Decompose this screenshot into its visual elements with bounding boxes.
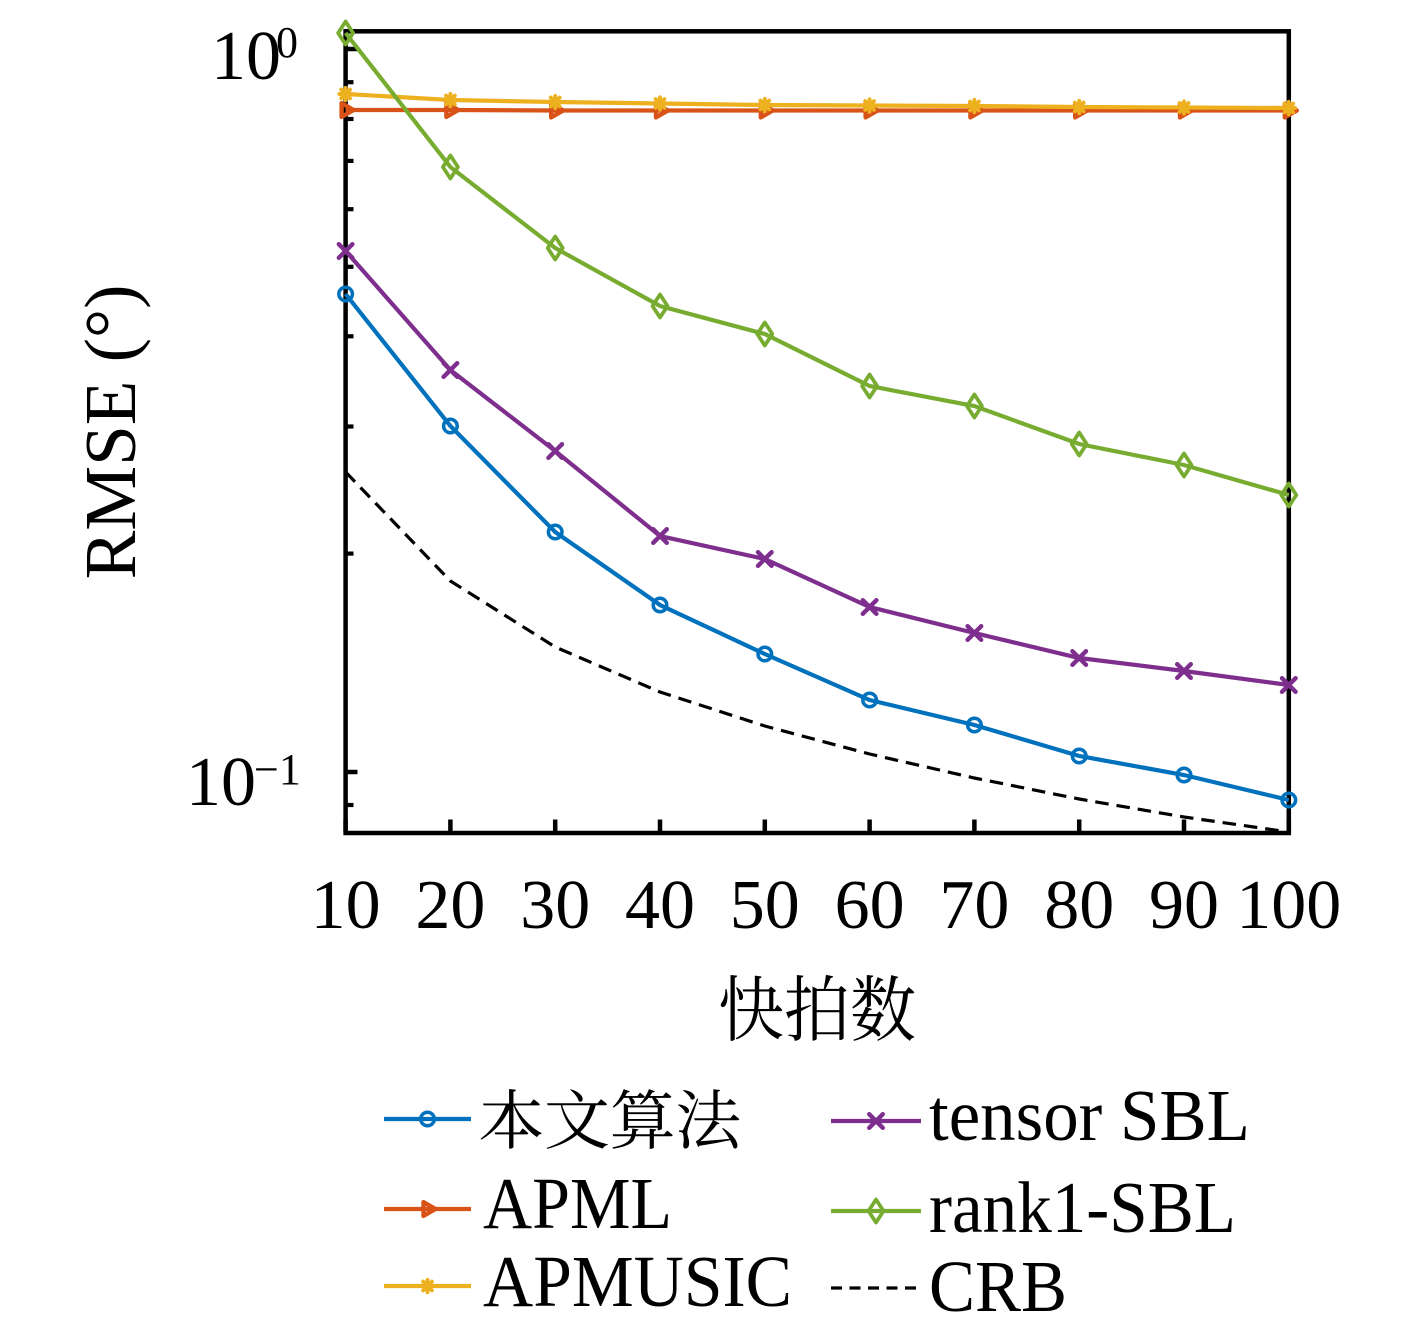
svg-text:60: 60 — [835, 867, 905, 944]
svg-text:RMSE (°): RMSE (°) — [70, 285, 151, 580]
svg-text:0: 0 — [276, 18, 298, 67]
svg-text:CRB: CRB — [929, 1246, 1067, 1325]
svg-text:10: 10 — [311, 867, 381, 944]
svg-text:tensor SBL: tensor SBL — [929, 1075, 1250, 1156]
svg-text:APML: APML — [483, 1163, 672, 1244]
svg-text:20: 20 — [415, 867, 485, 944]
svg-text:10: 10 — [211, 18, 281, 95]
svg-text:rank1-SBL: rank1-SBL — [929, 1167, 1236, 1248]
svg-text:90: 90 — [1149, 867, 1219, 944]
svg-text:100: 100 — [1236, 867, 1341, 944]
svg-text:70: 70 — [939, 867, 1009, 944]
svg-text:10: 10 — [186, 744, 256, 821]
svg-text:80: 80 — [1044, 867, 1114, 944]
svg-text:40: 40 — [625, 867, 695, 944]
svg-text:30: 30 — [520, 867, 590, 944]
svg-text:−1: −1 — [254, 745, 301, 794]
svg-text:APMUSIC: APMUSIC — [483, 1241, 792, 1322]
svg-text:50: 50 — [730, 867, 800, 944]
